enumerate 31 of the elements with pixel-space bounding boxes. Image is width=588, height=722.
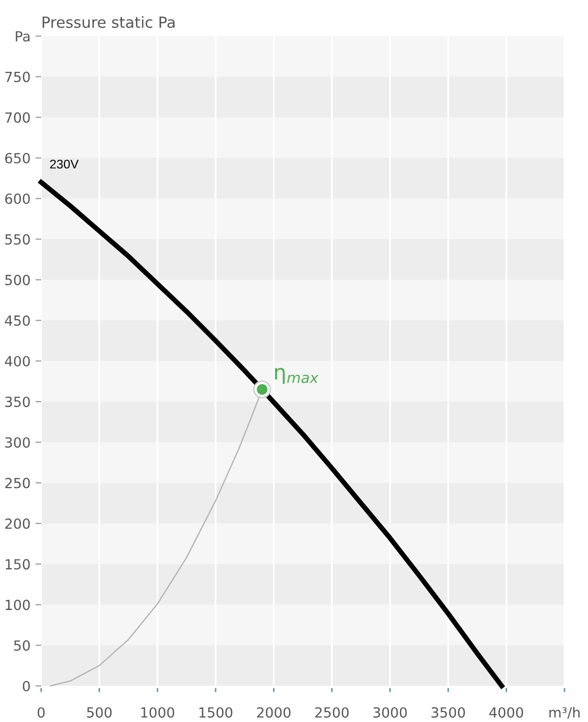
y-tick-label: 500 [5, 274, 30, 286]
y-tick-label: 200 [5, 518, 30, 529]
y-tick-label: 50 [14, 640, 30, 651]
x-tick-label: 4000 [489, 707, 524, 718]
x-tick-label: 3500 [432, 707, 465, 718]
chart-title: Pressure static Pa [42, 16, 175, 28]
series-label: 230V [50, 160, 79, 169]
line-series [38, 180, 504, 688]
y-tick-label: 100 [6, 600, 30, 610]
x-tick-label: 500 [87, 707, 112, 718]
y-tick-label: 550 [5, 234, 30, 245]
y-tick-label: 0 [22, 680, 30, 692]
y-tick-label: 700 [5, 112, 30, 123]
annotation: η$_{max}$ [275, 368, 319, 384]
y-tick-label: 300 [5, 437, 30, 448]
y-tick-label: 250 [5, 478, 30, 488]
x-tick-label: 3000 [373, 707, 407, 718]
x-tick-label: 0 [38, 707, 45, 718]
y-tick-label: 750 [5, 72, 30, 82]
y-tick-label: 150 [6, 559, 30, 570]
x-tick-label: 2000 [257, 707, 290, 718]
y-tick-label: 600 [5, 194, 30, 204]
y-tick-label: 400 [4, 356, 30, 366]
y-tick-label: 350 [5, 396, 30, 408]
x-tick-label: 1000 [141, 707, 174, 718]
y-tick-label: Pa [16, 31, 30, 42]
y-tick-label: 450 [4, 315, 30, 326]
x-tick-label: 1500 [199, 707, 232, 718]
x-tick-label: 2500 [315, 707, 349, 718]
y-tick-label: 650 [5, 152, 30, 164]
x-tick-label: m³/h [549, 706, 580, 719]
